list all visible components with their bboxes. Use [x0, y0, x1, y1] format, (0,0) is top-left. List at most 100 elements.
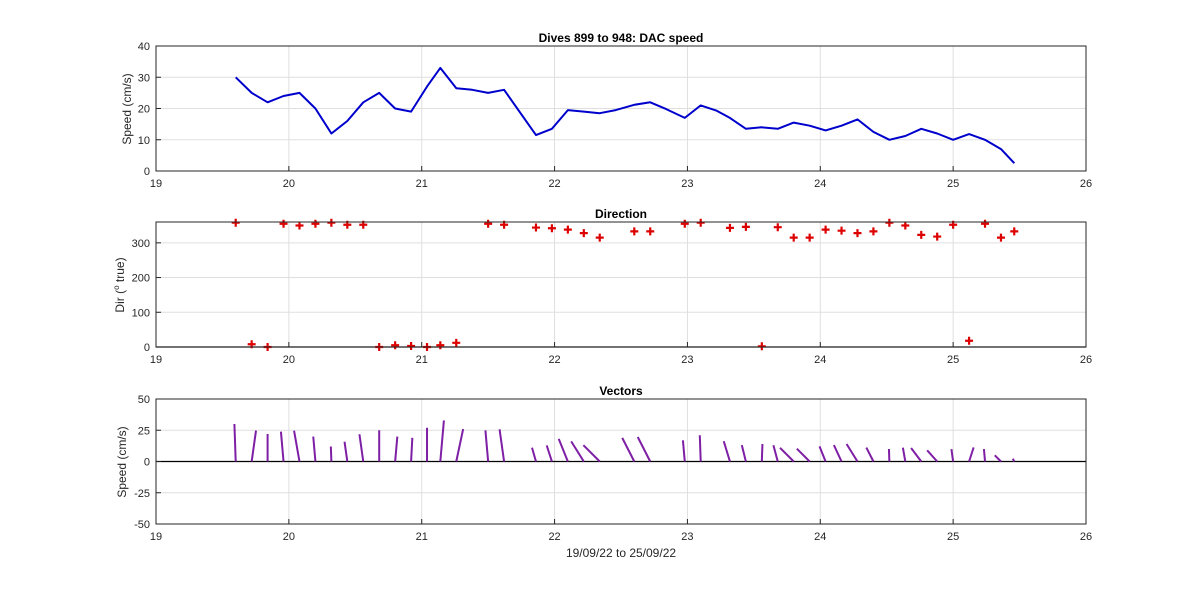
vectors-y-axis-label: Speed (cm/s) — [115, 426, 129, 497]
direction-marker — [773, 223, 782, 232]
direction-y-axis-label: Dir (o true) — [112, 257, 127, 312]
velocity-vector — [698, 435, 702, 462]
direction-marker — [885, 218, 894, 227]
speed-x-tick-label: 24 — [814, 178, 826, 190]
direction-marker — [547, 224, 556, 233]
velocity-vector — [818, 446, 827, 462]
speed-y-tick-label: 0 — [144, 166, 150, 178]
vectors-x-axis-label: 19/09/22 to 25/09/22 — [566, 546, 676, 560]
direction-x-tick-label: 23 — [681, 354, 693, 366]
vectors-x-tick-label: 26 — [1080, 531, 1092, 543]
direction-marker — [869, 227, 878, 236]
speed-x-tick-label: 23 — [681, 178, 693, 190]
speed-y-tick-label: 10 — [138, 135, 150, 147]
direction-marker — [821, 225, 830, 234]
velocity-vector — [796, 447, 811, 463]
vectors-x-tick-label: 24 — [814, 531, 826, 543]
vectors-y-tick-label: -25 — [134, 488, 150, 500]
vectors-y-tick-label: 25 — [138, 425, 150, 437]
direction-marker — [981, 219, 990, 228]
velocity-vector — [293, 430, 301, 462]
direction-y-label-main: Dir ( — [113, 290, 127, 313]
vectors-y-tick-label: -50 — [134, 519, 150, 531]
velocity-vector — [582, 444, 601, 463]
velocity-vector — [570, 440, 585, 463]
direction-marker — [630, 227, 639, 236]
velocity-vector — [926, 449, 938, 463]
velocity-vector — [484, 430, 490, 462]
direction-marker — [579, 229, 588, 238]
vectors-y-tick-label: 0 — [144, 457, 150, 469]
vectors-x-tick-label: 22 — [548, 531, 560, 543]
velocity-vector — [394, 436, 399, 462]
direction-marker — [595, 233, 604, 242]
velocity-vector — [832, 444, 843, 462]
direction-axes-box — [155, 221, 1087, 348]
vectors-y-tick-label: 50 — [138, 394, 150, 406]
direction-marker — [391, 341, 400, 350]
speed-x-tick-label: 20 — [283, 178, 295, 190]
vectors-x-tick-label: 19 — [150, 531, 162, 543]
velocity-vector — [760, 443, 764, 462]
velocity-vector — [343, 441, 349, 462]
velocity-vector — [250, 430, 257, 462]
velocity-vector — [982, 448, 987, 462]
direction-marker — [933, 232, 942, 241]
velocity-vector — [901, 447, 907, 462]
velocity-vector — [772, 444, 779, 462]
speed-x-tick-label: 19 — [150, 178, 162, 190]
velocity-vector — [557, 438, 569, 462]
velocity-vector — [358, 434, 365, 462]
direction-marker — [1010, 227, 1019, 236]
direction-y-label-degree: o — [112, 285, 121, 290]
direction-marker — [741, 222, 750, 231]
velocity-vector — [329, 446, 333, 462]
direction-marker — [327, 218, 336, 227]
velocity-vector — [845, 443, 859, 463]
vectors-x-tick-label: 25 — [947, 531, 959, 543]
velocity-vector — [312, 436, 317, 462]
direction-marker — [725, 223, 734, 232]
velocity-vector — [545, 445, 553, 462]
direction-marker — [789, 233, 798, 242]
direction-y-tick-label: 200 — [132, 273, 150, 285]
velocity-vector — [621, 437, 636, 462]
direction-chart-title: Direction — [595, 207, 647, 221]
velocity-vector — [498, 429, 506, 462]
direction-y-label-tail: true) — [113, 257, 127, 285]
speed-ticks: 19 20 21 22 23 24 25 26 0 10 20 30 40 — [138, 41, 1092, 190]
velocity-vector — [968, 447, 975, 462]
speed-line — [235, 66, 1016, 164]
direction-x-tick-label: 20 — [283, 354, 295, 366]
direction-marker — [279, 219, 288, 228]
direction-marker — [231, 218, 240, 227]
vectors-series — [156, 420, 1086, 463]
direction-x-tick-label: 26 — [1080, 354, 1092, 366]
speed-y-tick-label: 40 — [138, 41, 150, 53]
direction-marker — [757, 342, 766, 351]
direction-marker — [531, 223, 540, 232]
velocity-vector — [1011, 458, 1016, 462]
direction-x-tick-label: 19 — [150, 354, 162, 366]
velocity-vector — [233, 423, 237, 462]
direction-marker — [484, 219, 493, 228]
speed-y-tick-label: 30 — [138, 72, 150, 84]
direction-marker — [311, 219, 320, 228]
velocity-vector — [865, 447, 875, 462]
direction-ticks: 19 20 21 22 23 24 25 26 0 100 200 300 — [132, 238, 1092, 366]
velocity-vector — [455, 428, 465, 462]
velocity-vector — [950, 448, 955, 462]
direction-marker — [646, 227, 655, 236]
velocity-vector — [531, 447, 537, 462]
velocity-vector — [779, 447, 795, 463]
direction-marker — [563, 225, 572, 234]
vectors-x-tick-label: 20 — [283, 531, 295, 543]
velocity-vector — [740, 444, 747, 462]
direction-x-tick-label: 25 — [947, 354, 959, 366]
speed-x-tick-label: 21 — [416, 178, 428, 190]
direction-y-tick-label: 0 — [144, 342, 150, 354]
direction-y-tick-label: 300 — [132, 238, 150, 250]
direction-panel: 19 20 21 22 23 24 25 26 0 100 200 300 Direction Dir… — [112, 207, 1092, 366]
direction-marker — [853, 229, 862, 238]
